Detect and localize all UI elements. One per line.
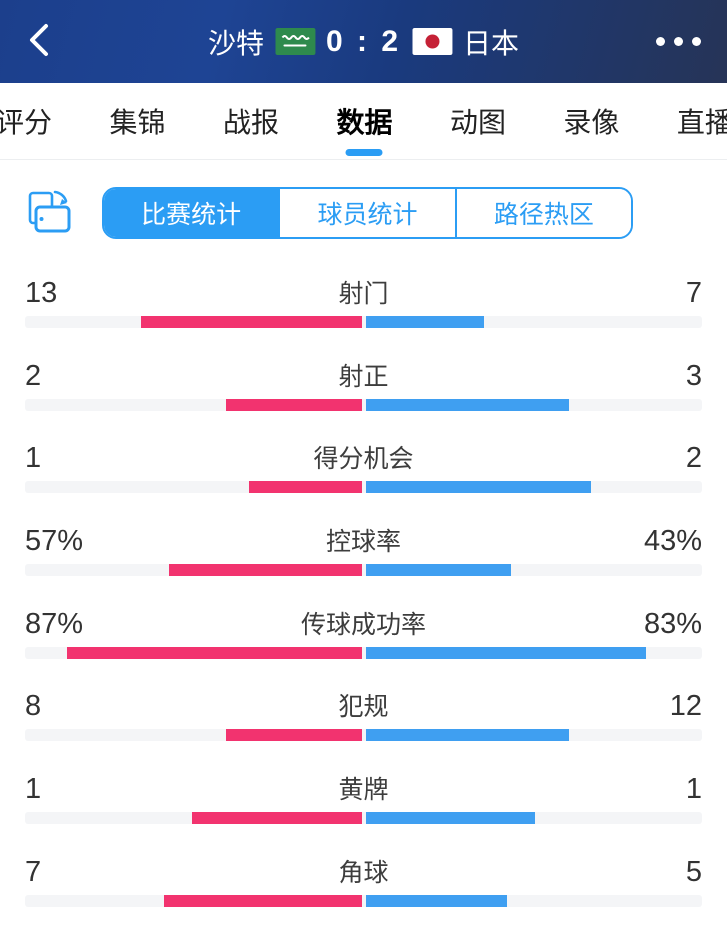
away-bar (365, 481, 592, 494)
more-button[interactable] (656, 31, 701, 52)
home-value: 7 (25, 855, 42, 888)
stat-bar-track (25, 398, 702, 411)
ellipsis-icon (692, 37, 701, 46)
stat-row-shots: 13 射门 7 (25, 265, 702, 348)
away-value: 2 (685, 442, 703, 475)
rotate-screen-button[interactable] (28, 187, 72, 238)
away-bar (365, 646, 647, 659)
stat-label: 传球成功率 (301, 610, 427, 639)
away-bar (365, 812, 535, 825)
tab-highlights[interactable]: 集锦 (109, 107, 166, 138)
stat-bar-track (25, 812, 702, 825)
home-value: 8 (25, 690, 42, 723)
away-value: 83% (643, 607, 703, 640)
away-bar (365, 729, 569, 742)
tab-video[interactable]: 录像 (563, 107, 620, 138)
tab-rating[interactable]: 评分 (0, 107, 53, 138)
match-stats-panel: 13 射门 7 2 射正 3 1 得分机会 2 (0, 265, 727, 927)
stat-row-shots-on-target: 2 射正 3 (25, 348, 702, 431)
away-value: 43% (643, 525, 703, 558)
stat-label: 角球 (338, 858, 389, 887)
home-bar (168, 564, 362, 577)
tab-live[interactable]: 直播 (676, 107, 727, 138)
stat-label: 得分机会 (313, 445, 414, 474)
tab-bar: 评分 集锦 战报 数据 动图 录像 直播 (0, 83, 727, 160)
stat-bar-track (25, 481, 702, 494)
ellipsis-icon (656, 37, 665, 46)
stat-label: 犯规 (338, 693, 389, 722)
stat-bar-track (25, 894, 702, 907)
tab-report[interactable]: 战报 (222, 107, 279, 138)
stat-row-yellow-cards: 1 黄牌 1 (25, 761, 702, 844)
stat-row-fouls: 8 犯规 12 (25, 678, 702, 761)
away-bar (365, 316, 484, 328)
match-title: 沙特 0 : 2 日本 (208, 22, 519, 62)
segment-match-stats[interactable]: 比赛统计 (104, 188, 279, 237)
segment-player-stats[interactable]: 球员统计 (278, 188, 455, 237)
home-value: 87% (25, 607, 84, 640)
stat-bar-track (25, 729, 702, 742)
away-value: 3 (685, 359, 703, 392)
navbar: 沙特 0 : 2 日本 (0, 0, 727, 83)
stat-row-corners: 7 角球 5 (25, 844, 702, 927)
home-bar (67, 646, 362, 659)
home-value: 2 (25, 359, 42, 392)
stat-label: 射正 (338, 362, 389, 391)
tab-data[interactable]: 数据 (334, 81, 394, 161)
subtab-row: 比赛统计 球员统计 路径热区 (0, 160, 727, 265)
away-bar (365, 398, 569, 411)
away-value: 1 (685, 773, 703, 806)
home-value: 1 (25, 773, 42, 806)
home-team-name: 沙特 (207, 27, 264, 59)
away-value: 7 (685, 277, 703, 309)
away-team-name: 日本 (463, 27, 520, 59)
home-value: 13 (25, 277, 58, 309)
chevron-left-icon (26, 22, 52, 61)
stat-row-pass-accuracy: 87% 传球成功率 83% (25, 596, 702, 679)
stats-segmented-control: 比赛统计 球员统计 路径热区 (102, 186, 633, 239)
stat-label: 控球率 (326, 528, 402, 557)
home-bar (226, 729, 362, 742)
stat-label: 射门 (338, 280, 389, 308)
score: 0 : 2 (325, 24, 402, 58)
away-value: 12 (669, 690, 703, 723)
away-bar (365, 564, 512, 577)
home-bar (164, 894, 362, 907)
stat-bar-track (25, 646, 702, 659)
stat-row-possession: 57% 控球率 43% (25, 513, 702, 596)
away-bar (365, 894, 507, 907)
tab-gifs[interactable]: 动图 (449, 107, 506, 138)
home-bar (141, 316, 362, 328)
japan-flag-icon (412, 28, 453, 55)
away-value: 5 (685, 855, 703, 888)
segment-heat-map[interactable]: 路径热区 (454, 188, 631, 237)
stat-bar-track (25, 564, 702, 577)
home-value: 1 (25, 442, 42, 475)
home-bar (248, 481, 362, 494)
home-bar (226, 398, 362, 411)
back-button[interactable] (26, 22, 66, 62)
home-bar (192, 812, 362, 825)
stat-bar-track (25, 316, 702, 328)
saudi-arabia-flag-icon (274, 28, 315, 55)
home-value: 57% (25, 525, 84, 558)
ellipsis-icon (674, 37, 683, 46)
stat-label: 黄牌 (338, 776, 389, 805)
stat-row-big-chances: 1 得分机会 2 (25, 430, 702, 513)
rotate-screen-icon (28, 187, 72, 238)
